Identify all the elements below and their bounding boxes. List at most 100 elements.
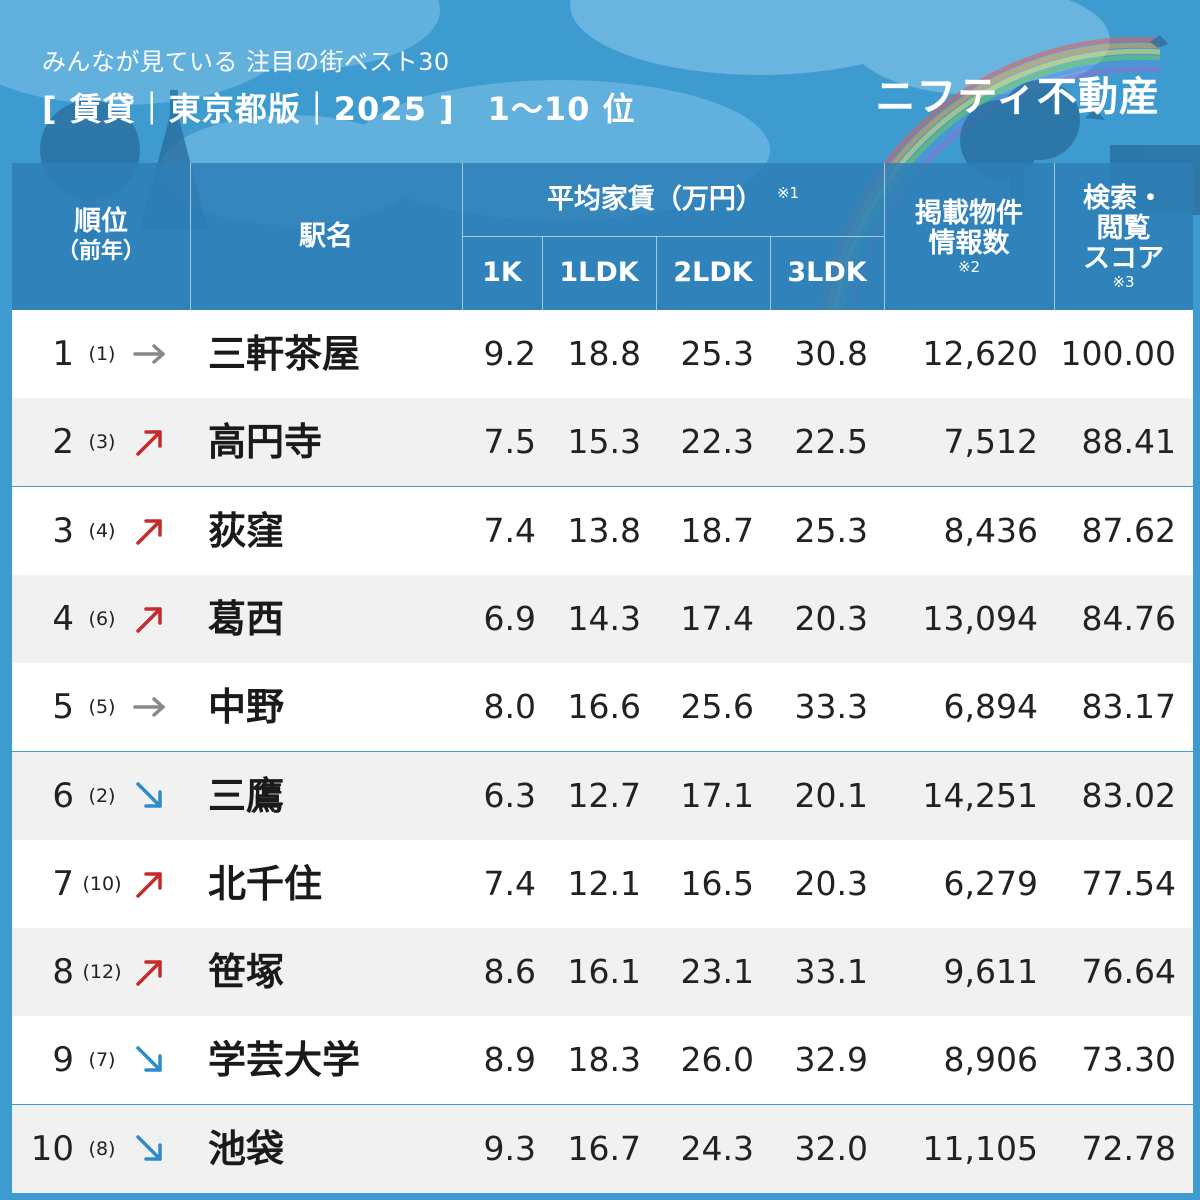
rank-number: 7 xyxy=(52,863,74,904)
rank-number: 4 xyxy=(52,598,74,639)
table-row: 7 (10) 北千住 7.4 12.1 16.5 20.3 6,279 77.54 xyxy=(12,839,1193,928)
table-row: 9 (7) 学芸大学 8.9 18.3 26.0 32.9 8,906 73.30 xyxy=(12,1016,1193,1105)
cell-r2ldk: 25.3 xyxy=(680,334,754,373)
header-listings: 掲載物件 情報数 ※2 xyxy=(884,163,1054,310)
previous-rank: (4) xyxy=(88,519,116,542)
rank-number: 10 xyxy=(30,1128,74,1169)
header-divider xyxy=(542,236,543,310)
table-row: 5 (5) 中野 8.0 16.6 25.6 33.3 6,894 83.17 xyxy=(12,663,1193,752)
cell-r2ldk: 26.0 xyxy=(680,1040,754,1080)
subtitle: みんなが見ている 注目の街ベスト30 xyxy=(42,48,450,76)
cell-r2ldk: 17.4 xyxy=(680,598,754,638)
cell-score: 77.54 xyxy=(1081,863,1176,903)
cell-r2ldk: 24.3 xyxy=(680,1128,754,1168)
rank-number: 9 xyxy=(52,1040,74,1081)
trend-up-arrow-icon xyxy=(136,607,162,633)
station-name: 笹塚 xyxy=(208,950,285,995)
table-row: 3 (4) 荻窪 7.4 13.8 18.7 25.3 8,436 87.62 xyxy=(12,486,1193,575)
cell-r3ldk: 25.3 xyxy=(794,510,868,550)
previous-rank: (7) xyxy=(88,1049,116,1072)
header-rent-3ldk-label: 3LDK xyxy=(787,257,867,288)
header-rent-1ldk-label: 1LDK xyxy=(559,257,639,288)
trend-down-arrow-icon xyxy=(136,1046,162,1073)
header-rent-label: 平均家賃（万円） xyxy=(546,183,763,215)
cell-r2ldk: 22.3 xyxy=(680,422,754,462)
cell-listings: 6,279 xyxy=(943,863,1038,903)
cell-r1k: 6.9 xyxy=(483,598,536,638)
cell-r1ldk: 18.3 xyxy=(567,1040,641,1080)
rank-number: 6 xyxy=(52,775,74,816)
cell-r1k: 8.6 xyxy=(483,952,536,992)
cell-listings: 12,620 xyxy=(922,334,1038,373)
rank-number: 2 xyxy=(52,422,74,463)
cell-listings: 8,436 xyxy=(943,510,1038,550)
header-rank-prev-label: （前年） xyxy=(56,238,145,264)
header-listings-line2: 情報数 xyxy=(928,227,1010,259)
cell-listings: 11,105 xyxy=(922,1128,1038,1168)
cell-r3ldk: 32.0 xyxy=(794,1128,868,1168)
header-rent-2ldk: 2LDK xyxy=(656,236,770,310)
header-listings-line1: 掲載物件 xyxy=(915,197,1023,229)
cell-r1k: 9.3 xyxy=(483,1128,536,1168)
previous-rank: (8) xyxy=(88,1137,116,1160)
cell-r1ldk: 12.7 xyxy=(567,775,641,815)
trend-up-arrow-icon xyxy=(136,518,162,545)
cell-r1k: 6.3 xyxy=(483,775,536,815)
cell-r1k: 7.4 xyxy=(483,510,536,550)
table-row: 2 (3) 高円寺 7.5 15.3 22.3 22.5 7,512 88.41 xyxy=(12,398,1193,487)
previous-rank: (10) xyxy=(82,872,122,895)
page-title: [ 賃貸｜東京都版｜2025 ] 1〜10 位 xyxy=(42,90,636,128)
header-listings-note: ※2 xyxy=(957,257,981,276)
cell-r2ldk: 16.5 xyxy=(680,863,754,903)
header-divider xyxy=(1054,163,1055,310)
station-name: 荻窪 xyxy=(208,508,285,553)
header-station: 駅名 xyxy=(190,163,462,310)
station-name: 学芸大学 xyxy=(208,1038,361,1083)
header-divider xyxy=(770,236,771,310)
header-rent-2ldk-label: 2LDK xyxy=(673,257,753,288)
header-score-line3: スコア xyxy=(1083,242,1164,274)
station-name: 池袋 xyxy=(208,1126,285,1171)
table-row: 10 (8) 池袋 9.3 16.7 24.3 32.0 11,105 72.78 xyxy=(12,1104,1193,1193)
table-row: 6 (2) 三鷹 6.3 12.7 17.1 20.1 14,251 83.02 xyxy=(12,751,1193,840)
cell-listings: 13,094 xyxy=(922,598,1038,638)
header-divider xyxy=(884,163,885,310)
cell-r1ldk: 12.1 xyxy=(567,863,641,903)
cell-r1k: 7.4 xyxy=(483,863,536,903)
trend-flat-arrow-icon xyxy=(133,344,165,364)
trend-up-arrow-icon xyxy=(136,960,162,986)
header-rent-1k: 1K xyxy=(462,236,542,310)
cell-score: 73.30 xyxy=(1081,1040,1176,1080)
trend-down-arrow-icon xyxy=(136,1134,162,1161)
cell-r1k: 8.9 xyxy=(483,1040,536,1080)
table-row: 4 (6) 葛西 6.9 14.3 17.4 20.3 13,094 84.76 xyxy=(12,574,1193,663)
cell-score: 76.64 xyxy=(1081,952,1176,992)
cell-r1ldk: 16.1 xyxy=(567,952,641,992)
cell-listings: 7,512 xyxy=(943,422,1038,462)
cell-score: 83.17 xyxy=(1081,687,1176,727)
cell-listings: 9,611 xyxy=(943,952,1038,992)
cell-r2ldk: 17.1 xyxy=(680,775,754,815)
cell-r3ldk: 20.3 xyxy=(794,598,868,638)
station-name: 中野 xyxy=(208,685,285,730)
rank-number: 8 xyxy=(52,952,74,993)
cell-r1ldk: 13.8 xyxy=(567,510,641,550)
previous-rank: (5) xyxy=(88,696,116,719)
trend-flat-arrow-icon xyxy=(133,697,165,717)
header-rank-label: 順位 xyxy=(74,205,128,237)
header-rent-3ldk: 3LDK xyxy=(770,236,884,310)
rank-number: 3 xyxy=(52,510,74,551)
cell-r2ldk: 18.7 xyxy=(680,510,754,550)
cell-r3ldk: 33.3 xyxy=(794,687,868,727)
trend-up-arrow-icon xyxy=(136,430,162,457)
cell-score: 83.02 xyxy=(1081,775,1176,815)
cell-score: 72.78 xyxy=(1081,1128,1176,1168)
cell-r1ldk: 16.7 xyxy=(567,1128,641,1168)
rank-number: 5 xyxy=(52,687,74,728)
cell-score: 88.41 xyxy=(1081,422,1176,462)
station-name: 北千住 xyxy=(208,861,323,906)
header-rent-group: 平均家賃（万円） ※1 xyxy=(462,163,884,236)
cell-r1k: 9.2 xyxy=(483,334,536,373)
previous-rank: (12) xyxy=(82,961,122,984)
